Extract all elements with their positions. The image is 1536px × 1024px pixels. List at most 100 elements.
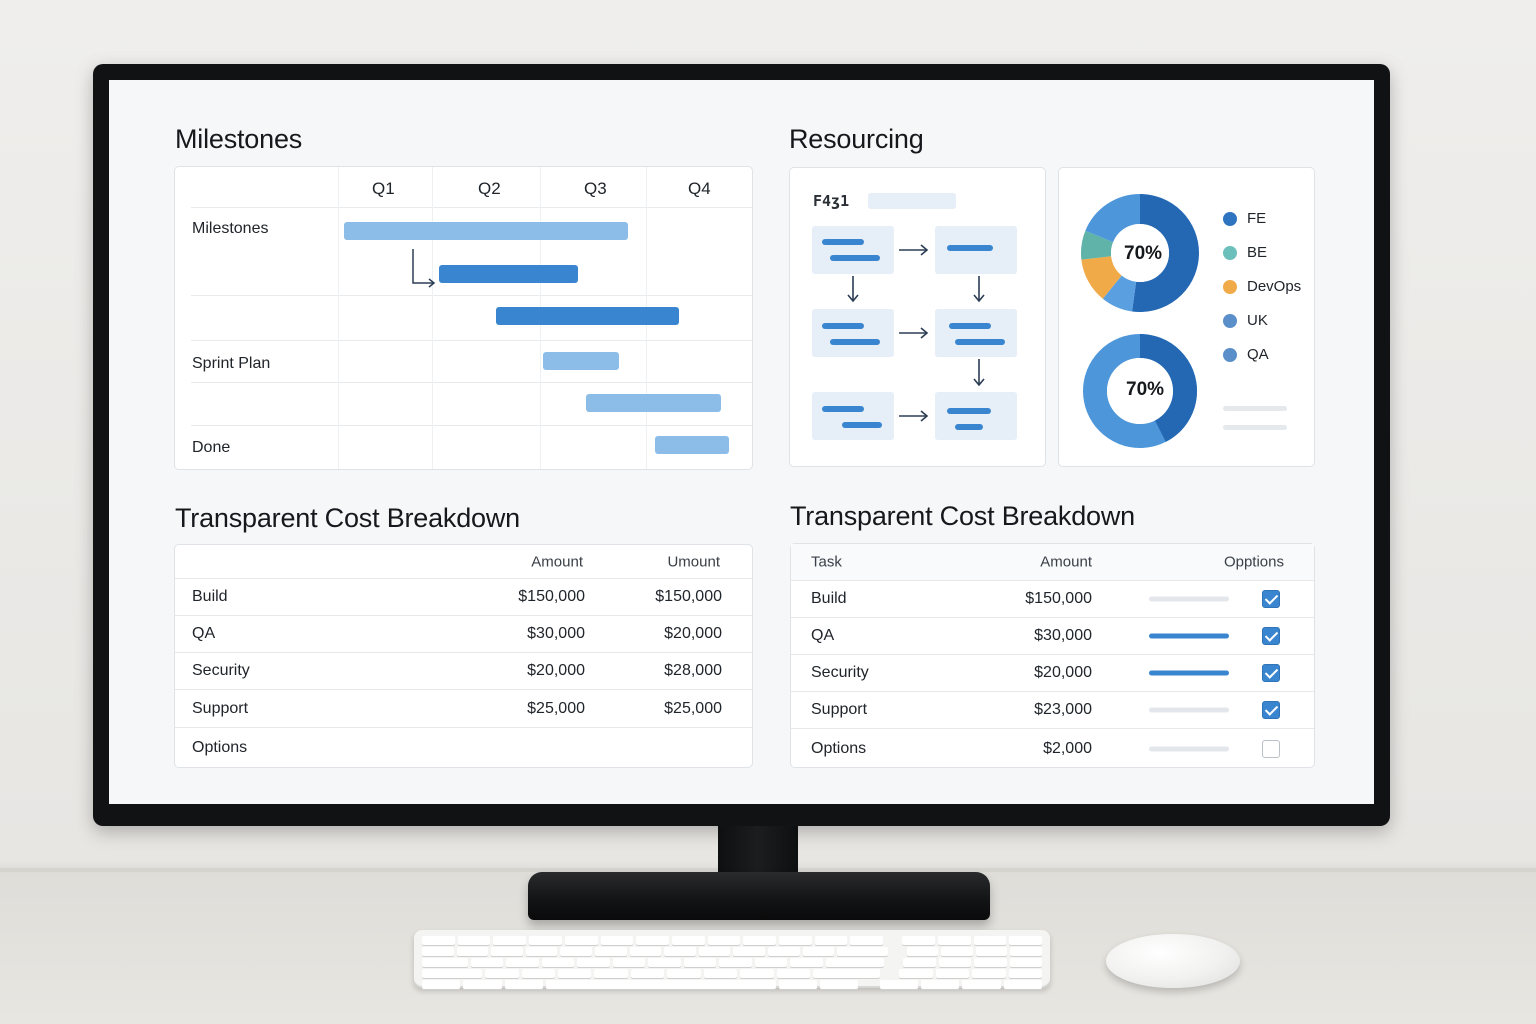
flow-node[interactable]: [812, 392, 894, 440]
table-header-row: Task Amount Opptions: [791, 544, 1314, 581]
gantt-row-label: Milestones: [192, 220, 269, 237]
gantt-gridline: [191, 207, 752, 208]
task-cell: Support: [811, 701, 868, 718]
table-row[interactable]: Build $150,000: [791, 581, 1314, 618]
table-row[interactable]: Security $20,000: [791, 655, 1314, 692]
row-label: Options: [192, 739, 248, 756]
amount-cell: $20,000: [527, 662, 585, 679]
legend-item-be[interactable]: BE: [1223, 244, 1267, 261]
table-row[interactable]: Options: [175, 728, 752, 768]
cost-left-title: Transparent Cost Breakdown: [175, 503, 520, 533]
row-label: Security: [192, 662, 250, 679]
gantt-gridline: [191, 295, 752, 296]
monitor-stand: [528, 872, 990, 920]
row-label: QA: [192, 625, 216, 642]
option-progress-bar: [1149, 670, 1229, 676]
gantt-row-label: Done: [192, 439, 231, 456]
gantt-bar[interactable]: [543, 352, 619, 370]
amount-cell: $28,000: [664, 662, 722, 679]
option-checkbox[interactable]: [1262, 590, 1280, 608]
legend-dot-icon: [1223, 211, 1237, 226]
cost-right-table: Task Amount Opptions Build $150,000 QA $30,000…: [790, 543, 1315, 768]
dependency-arrow-icon: [412, 249, 436, 288]
option-checkbox[interactable]: [1262, 664, 1280, 682]
option-progress-bar: [1149, 633, 1229, 639]
gantt-bar[interactable]: [655, 436, 729, 454]
gantt-row-label: Sprint Plan: [192, 355, 271, 372]
donut-bottom-label: 70%: [1126, 379, 1165, 400]
gantt-gridline: [191, 382, 752, 383]
gantt-bar[interactable]: [496, 307, 679, 325]
donut-chart-top[interactable]: [1077, 190, 1203, 316]
table-row[interactable]: Security $20,000 $28,000: [175, 653, 752, 690]
table-row[interactable]: QA $30,000 $20,000: [175, 616, 752, 653]
legend-item-qa[interactable]: QA: [1223, 346, 1269, 363]
amount-cell: $150,000: [518, 588, 585, 605]
legend-item-devops[interactable]: DevOps: [1223, 278, 1303, 295]
placeholder-line: [1223, 406, 1287, 411]
placeholder-line: [1223, 425, 1287, 430]
gantt-bar[interactable]: [439, 265, 578, 283]
row-label: Support: [192, 699, 249, 717]
mouse: [1106, 934, 1240, 988]
legend-dot-icon: [1223, 347, 1237, 362]
screen: Milestones Q1 Q2 Q3 Q4 Milestones Sprint…: [109, 80, 1374, 804]
option-checkbox[interactable]: [1262, 701, 1280, 719]
amount-cell: $25,000: [527, 699, 585, 717]
column-header: Task: [811, 553, 842, 571]
flow-node[interactable]: [935, 226, 1017, 274]
legend-item-fe[interactable]: FE: [1223, 210, 1266, 227]
quarter-q4: Q4: [688, 179, 711, 198]
option-progress-bar: [1149, 746, 1229, 752]
flow-node[interactable]: [812, 309, 894, 357]
resourcing-flow-card: F4ʒ1: [789, 167, 1046, 467]
row-label: Build: [192, 588, 228, 605]
option-checkbox[interactable]: [1262, 740, 1280, 758]
gantt-bar[interactable]: [586, 394, 721, 412]
table-header-row: Amount Umount: [175, 545, 752, 579]
quarter-q2: Q2: [478, 179, 501, 198]
amount-cell: $150,000: [655, 588, 722, 605]
option-progress-bar: [1149, 596, 1229, 602]
amount-cell: $30,000: [1034, 627, 1092, 644]
table-row[interactable]: Options $2,000: [791, 729, 1314, 769]
table-row[interactable]: QA $30,000: [791, 618, 1314, 655]
resourcing-donut-card: 70% 70% FE BE DevOps UK QA: [1058, 167, 1315, 467]
amount-cell: $30,000: [527, 625, 585, 642]
resourcing-title: Resourcing: [789, 124, 924, 154]
legend-dot-icon: [1223, 313, 1237, 328]
legend-dot-icon: [1223, 279, 1237, 294]
table-row[interactable]: Build $150,000 $150,000: [175, 579, 752, 616]
table-row[interactable]: Support $25,000 $25,000: [175, 690, 752, 728]
gantt-gridline: [191, 425, 752, 426]
cost-left-table: Amount Umount Build $150,000 $150,000 QA $30,0…: [174, 544, 753, 768]
flow-node[interactable]: [935, 392, 1017, 440]
gantt-gridline: [191, 340, 752, 341]
legend-item-uk[interactable]: UK: [1223, 312, 1268, 329]
gantt-bar[interactable]: [344, 222, 628, 240]
table-row[interactable]: Support $23,000: [791, 692, 1314, 729]
column-header: Amount: [1040, 553, 1092, 571]
cost-right-title: Transparent Cost Breakdown: [790, 501, 1135, 531]
option-checkbox[interactable]: [1262, 627, 1280, 645]
column-header: Umount: [667, 553, 720, 570]
flow-arrows: [847, 244, 985, 422]
keyboard: [414, 930, 1050, 989]
quarter-q3: Q3: [584, 179, 607, 198]
flow-node[interactable]: [812, 226, 894, 274]
column-header: Amount: [531, 553, 583, 570]
task-cell: QA: [811, 627, 835, 644]
amount-cell: $20,000: [1034, 664, 1092, 681]
quarter-q1: Q1: [372, 179, 395, 198]
monitor-neck: [718, 826, 798, 878]
flow-label: F4ʒ1: [813, 192, 850, 210]
column-header: Opptions: [1223, 553, 1284, 571]
gantt-gridline: [432, 167, 433, 469]
amount-cell: $150,000: [1025, 590, 1092, 607]
flow-node[interactable]: [935, 309, 1017, 357]
monitor: Milestones Q1 Q2 Q3 Q4 Milestones Sprint…: [93, 64, 1390, 826]
gantt-gridline: [338, 167, 339, 469]
task-cell: Security: [811, 664, 869, 681]
donut-chart-bottom[interactable]: [1079, 330, 1201, 452]
milestones-title: Milestones: [175, 124, 303, 154]
